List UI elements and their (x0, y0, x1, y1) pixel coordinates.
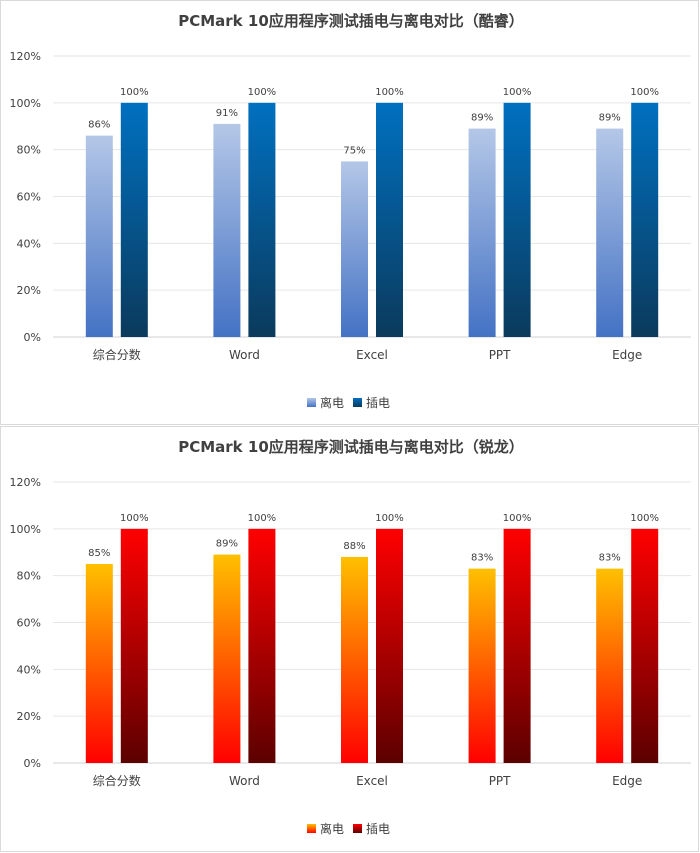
category-label: Edge (612, 774, 642, 788)
bar-plugged (248, 528, 276, 763)
data-label: 100% (375, 87, 404, 98)
category-label: Edge (612, 348, 642, 362)
category-label: PPT (489, 774, 511, 788)
bar-plugged (503, 102, 531, 337)
data-label: 75% (343, 145, 365, 156)
legend: 离电 插电 (307, 821, 390, 836)
y-tick-label: 40% (17, 663, 41, 676)
y-tick-label: 40% (17, 237, 41, 250)
bar-chart-core: PCMark 10应用程序测试插电与离电对比（酷睿） 0% 20% 40% 60% 80%… (10, 12, 691, 410)
data-label: 100% (248, 513, 277, 524)
bar-chart-ryzen: PCMark 10应用程序测试插电与离电对比（锐龙） 0% 20% 40% 60% 80%… (10, 438, 691, 836)
category-label: Excel (356, 774, 388, 788)
data-label: 83% (471, 553, 493, 564)
bar-battery (341, 556, 368, 763)
bar-battery (596, 568, 624, 763)
data-label: 86% (88, 120, 110, 131)
category-label: 综合分数 (93, 773, 141, 788)
chart-title: PCMark 10应用程序测试插电与离电对比（酷睿） (178, 12, 524, 30)
legend-swatch (307, 824, 316, 833)
y-tick-label: 20% (17, 284, 41, 297)
y-tick-label: 120% (10, 50, 41, 63)
chart-title: PCMark 10应用程序测试插电与离电对比（锐龙） (178, 438, 524, 456)
legend-swatch (353, 824, 362, 833)
legend-label: 插电 (366, 396, 390, 410)
data-label: 89% (599, 113, 621, 124)
category-label: Word (229, 774, 260, 788)
data-label: 89% (471, 113, 493, 124)
y-tick-label: 20% (17, 710, 41, 723)
y-tick-label: 60% (17, 191, 41, 204)
bar-plugged (503, 528, 531, 763)
bar-battery (468, 128, 496, 337)
category-label: Excel (356, 348, 388, 362)
data-label: 85% (88, 548, 110, 559)
data-label: 100% (630, 87, 659, 98)
category-label: 综合分数 (93, 347, 141, 362)
bar-battery (596, 128, 624, 337)
data-label: 100% (503, 87, 532, 98)
bar-plugged (631, 528, 659, 763)
bar-plugged (376, 102, 403, 337)
y-tick-label: 80% (17, 144, 41, 157)
bar-plugged (120, 102, 148, 337)
data-label: 100% (503, 513, 532, 524)
chart-panel-core: PCMark 10应用程序测试插电与离电对比（酷睿） 0% 20% 40% 60% 80%… (0, 0, 699, 425)
bar-battery (341, 161, 368, 337)
category-label: PPT (489, 348, 511, 362)
bar-plugged (631, 102, 659, 337)
legend-label: 离电 (320, 821, 344, 836)
data-label: 100% (120, 87, 149, 98)
bar-battery (213, 123, 241, 338)
y-tick-label: 60% (17, 617, 41, 630)
legend-label: 离电 (320, 395, 344, 410)
legend-swatch (353, 398, 362, 407)
bar-plugged (248, 102, 276, 337)
bar-plugged (376, 528, 403, 763)
data-label: 100% (375, 513, 404, 524)
data-label: 100% (630, 513, 659, 524)
data-label: 100% (248, 87, 277, 98)
bar-battery (213, 554, 241, 763)
bar-battery (85, 563, 113, 763)
chart-panel-ryzen: PCMark 10应用程序测试插电与离电对比（锐龙） 0% 20% 40% 60% 80%… (0, 426, 699, 852)
y-tick-label: 0% (24, 331, 41, 344)
y-tick-label: 100% (10, 523, 41, 536)
legend-label: 插电 (366, 822, 390, 836)
data-label: 89% (216, 539, 238, 550)
bar-plugged (120, 528, 148, 763)
y-tick-label: 120% (10, 476, 41, 489)
bar-battery (468, 568, 496, 763)
y-tick-label: 100% (10, 97, 41, 110)
y-tick-label: 0% (24, 757, 41, 770)
legend-swatch (307, 398, 316, 407)
data-label: 88% (343, 541, 365, 552)
data-label: 100% (120, 513, 149, 524)
category-label: Word (229, 348, 260, 362)
legend: 离电 插电 (307, 395, 390, 410)
data-label: 83% (599, 553, 621, 564)
data-label: 91% (216, 108, 238, 119)
y-tick-label: 80% (17, 570, 41, 583)
bar-battery (85, 135, 113, 337)
